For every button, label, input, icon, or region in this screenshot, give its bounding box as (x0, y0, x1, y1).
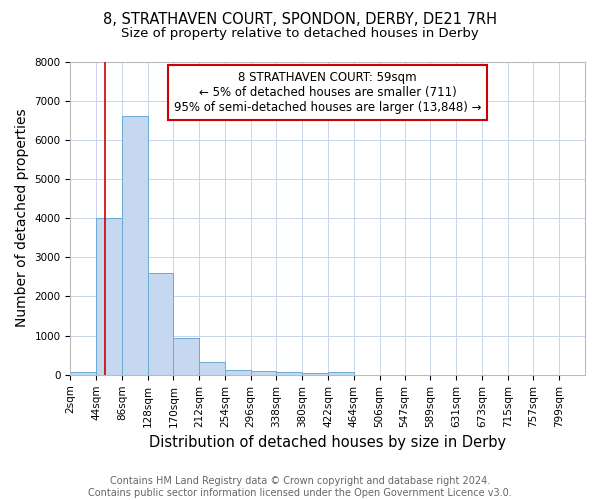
Bar (122, 116, 148, 375)
Text: Size of property relative to detached houses in Derby: Size of property relative to detached ho… (121, 28, 479, 40)
Bar (225, 370, 251, 375)
Bar (251, 370, 277, 375)
X-axis label: Distribution of detached houses by size in Derby: Distribution of detached houses by size … (149, 435, 506, 450)
Bar (70, 372, 96, 375)
Bar (173, 338, 199, 375)
Text: 8, STRATHAVEN COURT, SPONDON, DERBY, DE21 7RH: 8, STRATHAVEN COURT, SPONDON, DERBY, DE2… (103, 12, 497, 28)
Text: Contains HM Land Registry data © Crown copyright and database right 2024.
Contai: Contains HM Land Registry data © Crown c… (88, 476, 512, 498)
Bar (277, 372, 302, 375)
Bar (148, 273, 173, 375)
Y-axis label: Number of detached properties: Number of detached properties (15, 109, 29, 328)
Bar (96, 218, 122, 375)
Bar (328, 372, 354, 375)
Text: 8 STRATHAVEN COURT: 59sqm
← 5% of detached houses are smaller (711)
95% of semi-: 8 STRATHAVEN COURT: 59sqm ← 5% of detach… (174, 71, 481, 114)
Bar (199, 362, 225, 375)
Bar (302, 373, 328, 375)
